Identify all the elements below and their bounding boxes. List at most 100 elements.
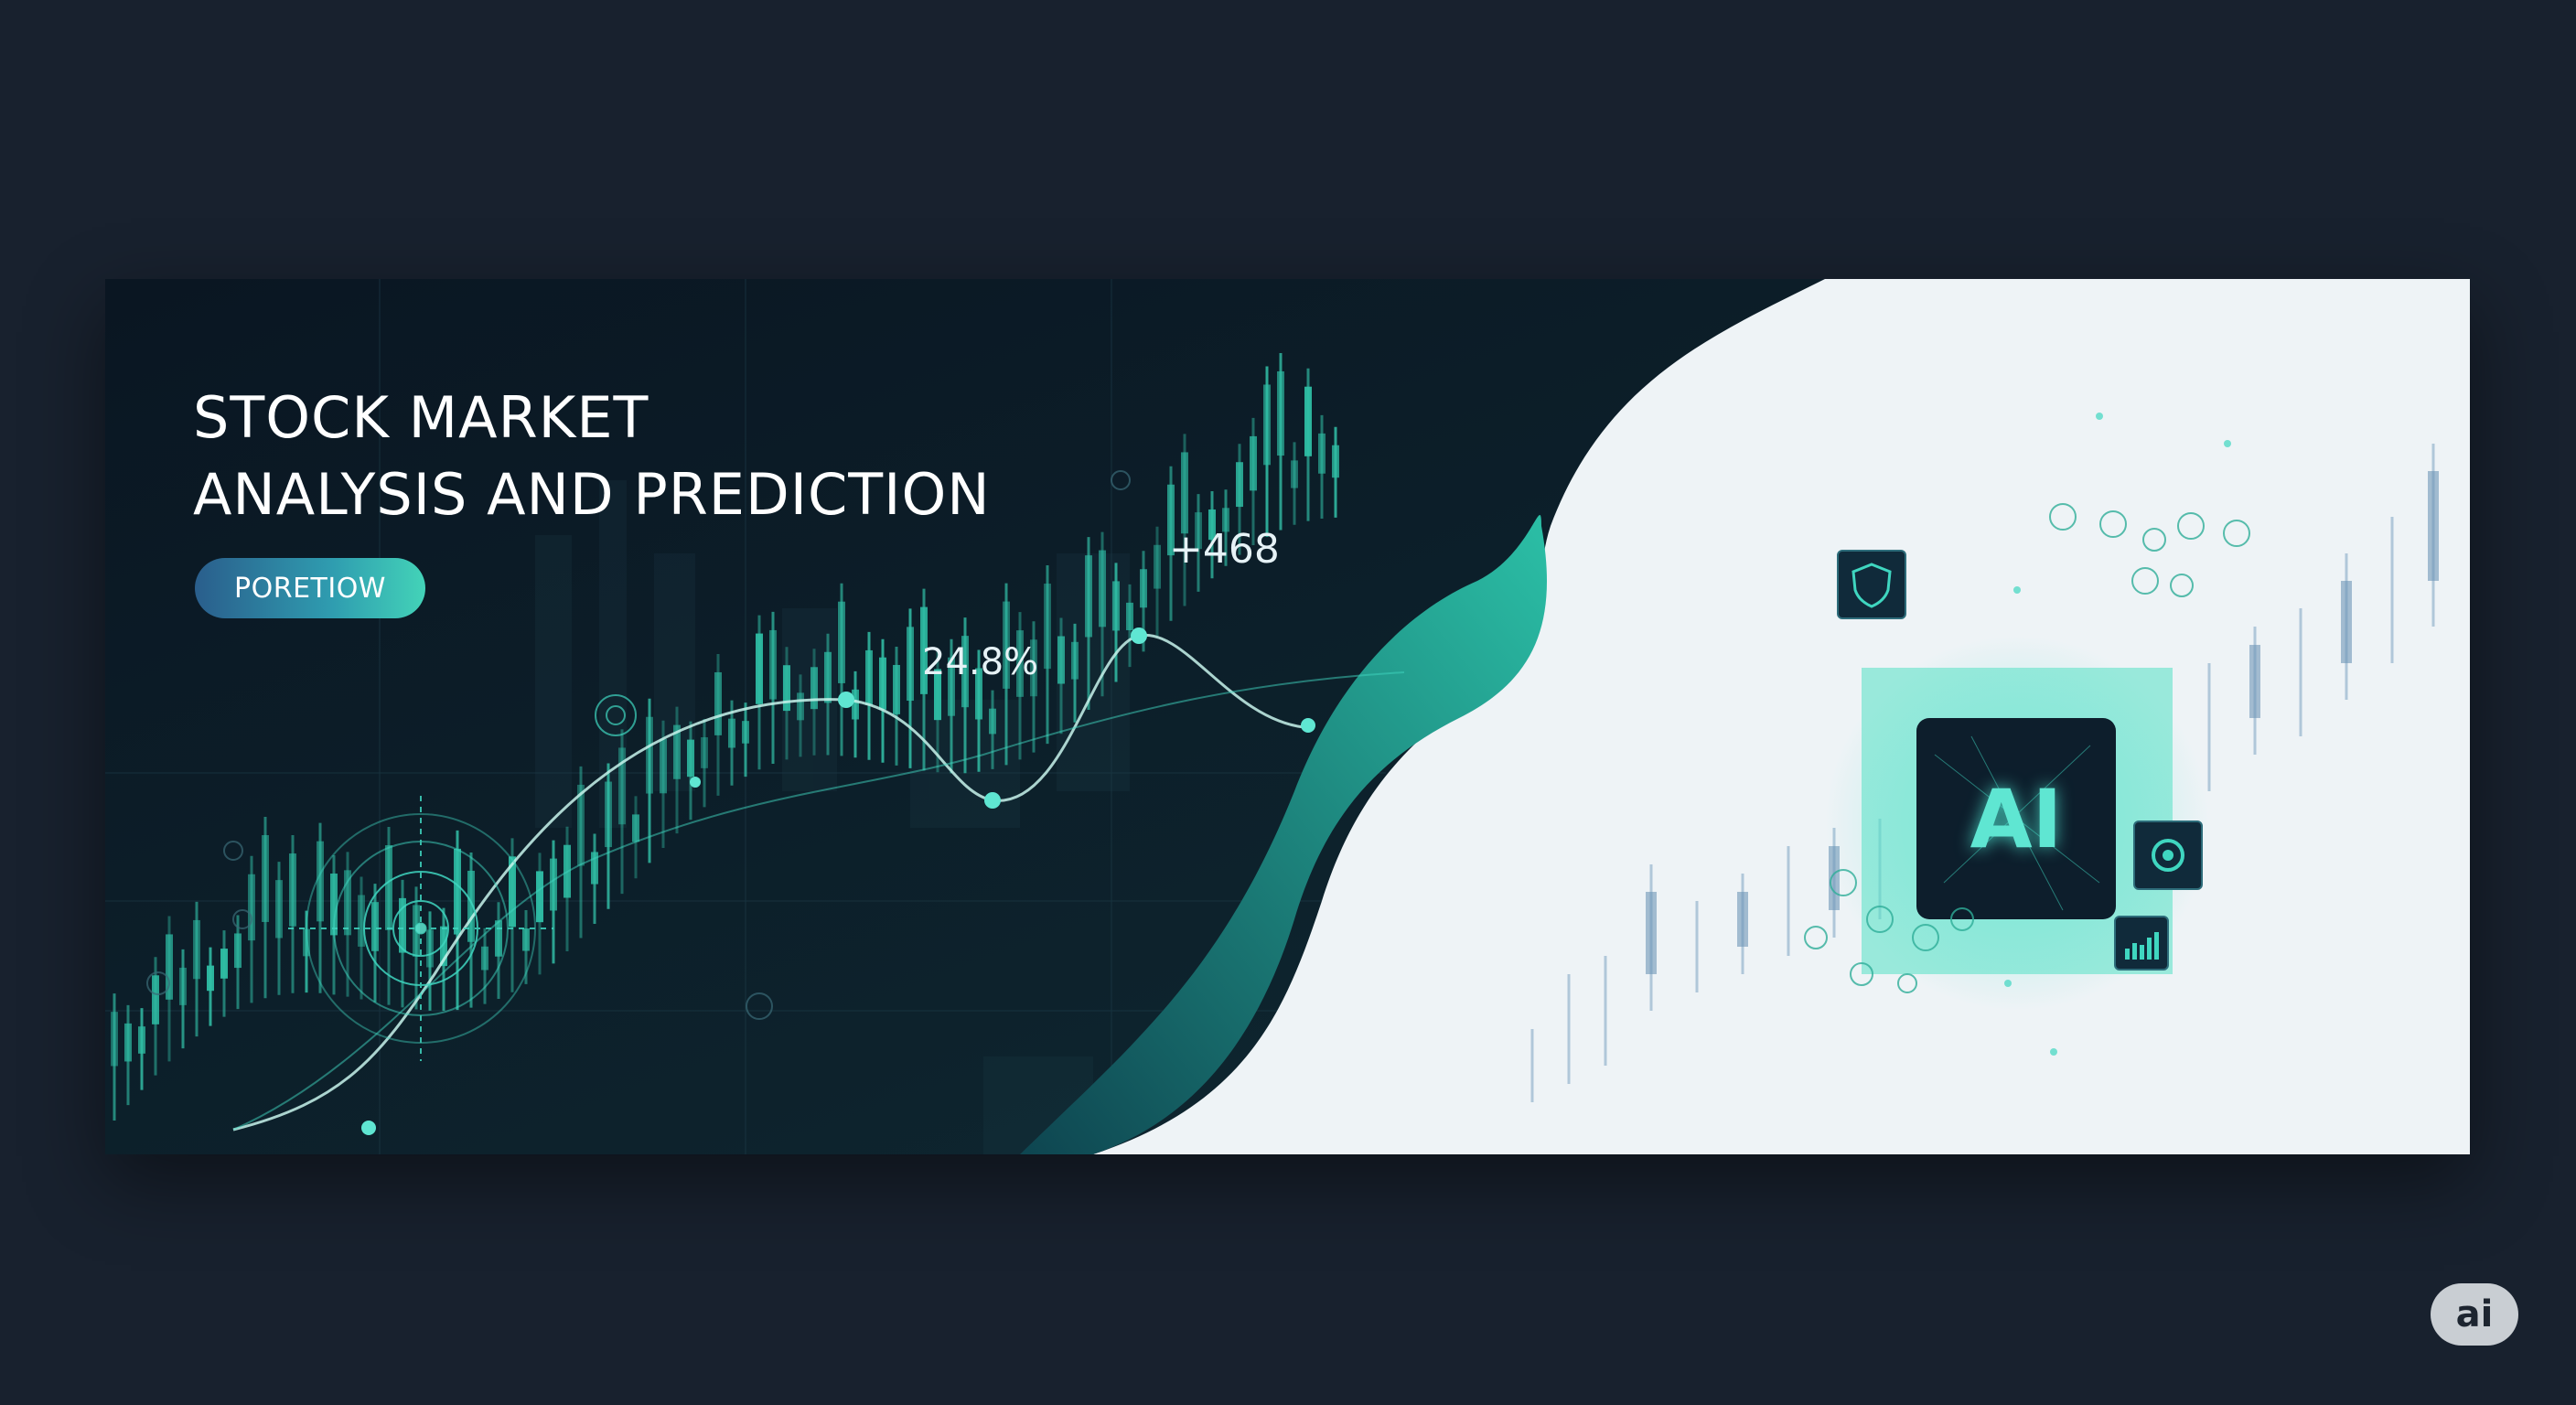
candle-body <box>275 880 283 938</box>
candle-body <box>550 858 557 911</box>
hero-banner: STOCK MARKET ANALYSIS AND PREDICTION POR… <box>105 279 2470 1154</box>
candle-body <box>1003 601 1010 689</box>
candle-body <box>481 946 488 971</box>
title-line-1: STOCK MARKET <box>193 384 649 451</box>
candle-body <box>1250 435 1257 491</box>
candle-body <box>1085 555 1092 638</box>
candle-body <box>1222 508 1229 532</box>
candle-body <box>138 1026 145 1054</box>
candle-body <box>399 897 406 953</box>
candle-body <box>865 649 873 705</box>
candle-body <box>646 716 653 794</box>
candle-body <box>1154 544 1161 589</box>
candle-body <box>1277 370 1284 456</box>
candle-body <box>893 664 900 714</box>
candle-body <box>838 601 845 683</box>
candle-body <box>330 873 338 936</box>
candle-body <box>262 835 269 922</box>
candle-body <box>701 737 708 768</box>
candle-body <box>824 651 832 703</box>
candle-body <box>152 975 159 1024</box>
candle-body <box>852 689 859 720</box>
candle-body <box>1236 462 1243 508</box>
candle-body <box>1332 445 1339 478</box>
candle-body <box>1016 630 1024 697</box>
watermark-badge: ai <box>2431 1283 2518 1346</box>
banner-artwork <box>105 279 2470 1154</box>
candle-body <box>344 870 351 936</box>
candle-body <box>810 667 818 710</box>
stat-gain: +468 <box>1169 526 1280 573</box>
cta-pill-button[interactable]: PORETIOW <box>195 558 425 618</box>
candle-body <box>673 724 681 779</box>
candle-body <box>605 781 612 848</box>
candle-body <box>879 657 886 710</box>
candle-body <box>371 902 379 951</box>
candle-body <box>1030 639 1037 697</box>
candle-body <box>426 929 434 968</box>
candle-body <box>234 933 242 969</box>
candle-body <box>907 627 914 702</box>
candle-body <box>1304 386 1312 456</box>
candle-body <box>989 708 996 735</box>
candle-body <box>797 692 804 721</box>
candle-body <box>1044 584 1051 670</box>
candle-body <box>1167 484 1175 556</box>
candle-body <box>317 841 324 922</box>
candle-body <box>1071 641 1079 680</box>
candle-body <box>1181 452 1188 534</box>
candle-body <box>591 852 598 885</box>
candle-body <box>1291 460 1298 488</box>
candle-body <box>920 606 928 694</box>
candle-body <box>1263 384 1271 466</box>
candle-body <box>358 895 365 947</box>
candle-body <box>1208 509 1216 541</box>
stat-percent: 24.8% <box>922 641 1039 683</box>
candle-body <box>467 870 475 942</box>
shield-icon <box>1837 550 1906 619</box>
candle-body <box>756 633 763 704</box>
candle-body <box>714 671 722 735</box>
candle-body <box>1099 550 1106 627</box>
candle-body <box>509 856 516 928</box>
title-line-2: ANALYSIS AND PREDICTION <box>193 461 991 528</box>
candle-body <box>934 669 941 721</box>
candle-body <box>536 871 543 923</box>
candle-body <box>111 1012 118 1067</box>
candle-body <box>769 629 777 700</box>
candle-body <box>975 668 982 720</box>
radar-target-icon <box>288 796 553 1061</box>
candle-body <box>687 739 694 778</box>
candle-body <box>522 928 530 951</box>
candle-body <box>124 1023 132 1062</box>
candle-body <box>1126 602 1133 630</box>
candle-body <box>1318 433 1326 474</box>
candle-body <box>728 718 735 748</box>
candle-body <box>1195 512 1202 550</box>
candle-body <box>454 848 461 935</box>
candle-body <box>660 738 667 794</box>
candle-body <box>1057 636 1065 684</box>
candle-body <box>495 920 502 957</box>
bar-chart-icon <box>2114 916 2169 971</box>
candle-body <box>1140 569 1147 608</box>
candle-body <box>303 928 310 957</box>
candle-body <box>248 874 255 941</box>
candle-body <box>961 636 969 708</box>
candle-body <box>1112 581 1120 631</box>
candle-body <box>948 657 955 716</box>
candle-body <box>577 784 585 866</box>
candle-body <box>440 926 447 967</box>
candle-body <box>193 919 200 980</box>
candle-body <box>618 747 626 825</box>
candle-body <box>742 721 749 744</box>
banner-title: STOCK MARKET ANALYSIS AND PREDICTION <box>193 380 991 533</box>
candle-body <box>220 949 228 979</box>
candle-body <box>207 965 214 992</box>
gear-icon <box>2133 820 2203 890</box>
candle-body <box>289 853 296 927</box>
candle-body <box>166 934 173 1000</box>
candle-body <box>783 665 790 712</box>
candle-body <box>632 814 639 842</box>
candle-body <box>385 845 392 930</box>
